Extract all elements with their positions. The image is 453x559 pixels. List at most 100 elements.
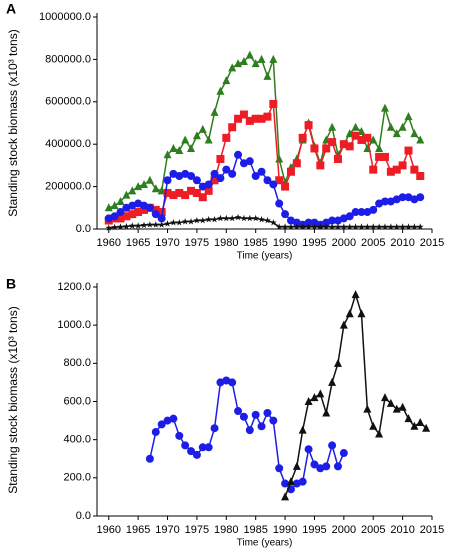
marker [251, 59, 260, 68]
x-tick-label: 1995 [302, 524, 326, 536]
marker [116, 196, 125, 205]
marker [392, 165, 401, 174]
marker [322, 462, 331, 471]
marker [116, 214, 125, 223]
marker [380, 393, 389, 402]
marker [386, 398, 395, 407]
marker [122, 212, 131, 221]
marker [257, 114, 266, 123]
marker [192, 188, 201, 197]
marker [328, 223, 336, 230]
marker [169, 191, 178, 200]
marker [281, 479, 290, 488]
marker [269, 180, 278, 189]
marker [234, 407, 243, 416]
marker [222, 76, 231, 85]
marker [228, 123, 237, 132]
marker [405, 223, 412, 230]
marker [234, 114, 243, 123]
marker [416, 193, 425, 202]
marker [399, 223, 407, 230]
marker [328, 122, 337, 131]
panel-label: B [6, 276, 16, 292]
marker [216, 86, 225, 95]
marker [281, 492, 290, 501]
marker [375, 152, 384, 161]
marker [358, 223, 365, 230]
marker [105, 224, 113, 231]
y-tick-label: 1000000.0 [39, 11, 91, 23]
marker [111, 223, 119, 231]
marker [140, 205, 149, 214]
marker [369, 165, 378, 174]
marker [404, 146, 413, 155]
marker [310, 144, 319, 153]
marker [158, 221, 166, 228]
x-axis-label: Time (years) [237, 538, 293, 549]
marker [369, 205, 378, 214]
marker [181, 217, 189, 225]
marker [257, 422, 266, 431]
marker [275, 176, 284, 185]
marker [275, 154, 284, 163]
marker [298, 477, 307, 486]
marker [192, 176, 201, 185]
marker [416, 417, 425, 426]
marker [151, 210, 160, 219]
marker [292, 461, 301, 470]
x-tick-label: 1970 [155, 237, 179, 249]
marker [234, 59, 243, 68]
marker [140, 179, 149, 188]
marker [386, 122, 395, 131]
marker [257, 167, 266, 176]
marker [263, 176, 272, 185]
marker [304, 218, 313, 227]
marker [163, 150, 172, 159]
marker [263, 71, 272, 80]
y-tick-label: 800000.0 [45, 53, 91, 65]
x-tick-label: 2010 [390, 524, 414, 536]
marker [357, 135, 366, 144]
marker [322, 408, 331, 417]
marker [110, 212, 119, 221]
marker [369, 223, 377, 230]
marker [104, 203, 113, 212]
marker [381, 223, 389, 230]
marker [210, 107, 219, 116]
marker [228, 169, 237, 178]
marker [151, 205, 160, 214]
marker [286, 477, 295, 486]
marker [269, 99, 278, 108]
marker [110, 201, 119, 210]
marker [328, 138, 337, 147]
marker [357, 309, 366, 318]
marker [393, 223, 401, 230]
x-tick-label: 1975 [185, 524, 209, 536]
marker [245, 157, 254, 166]
x-tick-label: 2000 [332, 237, 356, 249]
marker [316, 389, 325, 398]
marker [211, 215, 218, 223]
marker [404, 414, 413, 423]
y-tick-label: 1000.0 [57, 319, 91, 331]
x-tick-label: 1995 [302, 237, 326, 249]
marker [251, 114, 260, 123]
marker [363, 404, 372, 413]
marker [333, 155, 342, 164]
marker [310, 460, 319, 469]
marker [134, 182, 143, 191]
marker [293, 223, 301, 230]
x-tick-label: 1980 [214, 524, 238, 536]
x-tick-label: 1990 [273, 524, 297, 536]
marker [145, 454, 154, 463]
marker [275, 223, 283, 230]
marker [351, 122, 360, 131]
marker [257, 54, 266, 63]
marker [228, 63, 237, 72]
marker [240, 214, 248, 222]
x-tick-label: 1965 [126, 524, 150, 536]
marker [339, 140, 348, 149]
marker [398, 122, 407, 131]
x-tick-label: 1985 [243, 524, 267, 536]
marker [328, 377, 337, 386]
